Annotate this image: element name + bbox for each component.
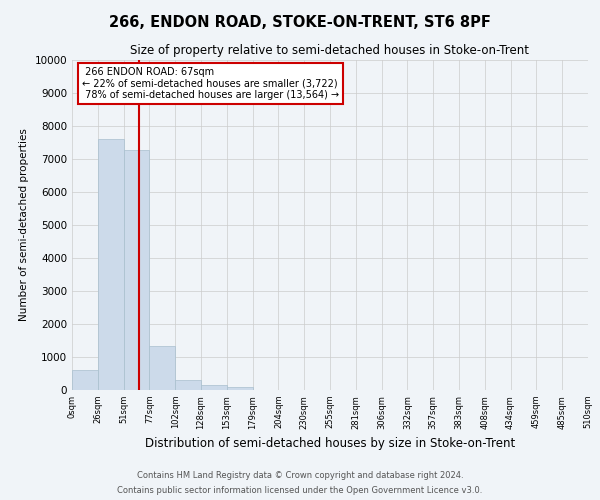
Bar xyxy=(98,138,124,390)
Bar xyxy=(175,380,201,390)
Bar xyxy=(227,388,253,390)
X-axis label: Distribution of semi-detached houses by size in Stoke-on-Trent: Distribution of semi-detached houses by … xyxy=(145,437,515,450)
Bar xyxy=(201,385,227,390)
Bar xyxy=(72,370,98,390)
Text: 266 ENDON ROAD: 67sqm
← 22% of semi-detached houses are smaller (3,722)
 78% of : 266 ENDON ROAD: 67sqm ← 22% of semi-deta… xyxy=(82,66,340,100)
Text: Contains public sector information licensed under the Open Government Licence v3: Contains public sector information licen… xyxy=(118,486,482,495)
Bar xyxy=(124,150,149,390)
Text: Contains HM Land Registry data © Crown copyright and database right 2024.: Contains HM Land Registry data © Crown c… xyxy=(137,471,463,480)
Text: 266, ENDON ROAD, STOKE-ON-TRENT, ST6 8PF: 266, ENDON ROAD, STOKE-ON-TRENT, ST6 8PF xyxy=(109,15,491,30)
Y-axis label: Number of semi-detached properties: Number of semi-detached properties xyxy=(19,128,29,322)
Bar xyxy=(149,346,175,390)
Title: Size of property relative to semi-detached houses in Stoke-on-Trent: Size of property relative to semi-detach… xyxy=(131,44,530,58)
